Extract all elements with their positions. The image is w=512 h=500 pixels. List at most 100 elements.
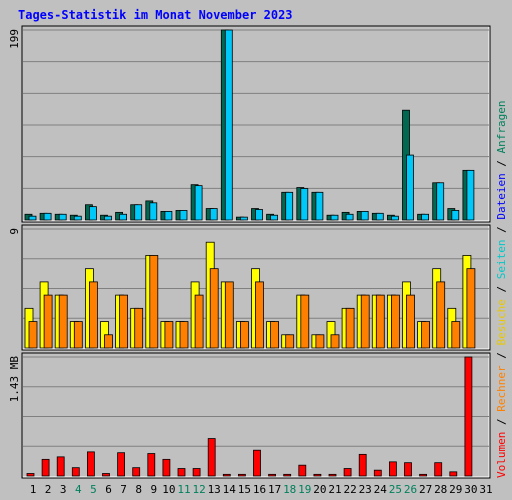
bar-volumen-day-27 [419, 473, 428, 477]
bar-dateien-day-24 [375, 212, 384, 221]
bar-dateien-day-2 [43, 212, 52, 221]
day-label-22: 22 [343, 483, 356, 496]
bar-rechner-day-30 [466, 268, 476, 349]
bar-volumen-day-20 [313, 473, 322, 477]
bar-dateien-day-27 [421, 213, 430, 221]
bar-volumen-day-22 [343, 468, 352, 477]
day-label-1: 1 [30, 483, 37, 496]
day-label-9: 9 [150, 483, 157, 496]
bar-volumen-day-23 [358, 453, 367, 477]
day-label-27: 27 [419, 483, 432, 496]
bar-rechner-day-27 [421, 321, 431, 349]
bar-volumen-day-8 [132, 467, 141, 477]
bar-dateien-day-16 [255, 209, 263, 221]
day-label-17: 17 [268, 483, 281, 496]
bar-rechner-day-19 [300, 294, 310, 349]
legend-part: / [495, 346, 508, 366]
day-label-8: 8 [135, 483, 142, 496]
bar-volumen-day-10 [162, 458, 171, 477]
panel-frame [21, 25, 491, 223]
day-label-23: 23 [359, 483, 372, 496]
bar-rechner-day-28 [436, 281, 446, 349]
panel-frame [21, 224, 491, 351]
bar-volumen-day-3 [56, 456, 65, 477]
day-label-7: 7 [120, 483, 127, 496]
legend-part: Rechner [495, 365, 508, 412]
day-label-11: 11 [177, 483, 190, 496]
legend-part: Dateien [495, 173, 508, 219]
bar-rechner-day-25 [390, 294, 400, 349]
bar-rechner-day-10 [164, 321, 174, 349]
bar-dateien-day-9 [149, 202, 158, 221]
bar-rechner-day-11 [179, 321, 189, 349]
bar-rechner-day-26 [406, 294, 415, 349]
bar-volumen-day-30 [464, 356, 473, 477]
bar-rechner-day-1 [28, 321, 38, 349]
bar-dateien-day-17 [270, 214, 279, 221]
day-label-18: 18 [283, 483, 296, 496]
bar-volumen-day-4 [71, 467, 80, 477]
day-label-14: 14 [223, 483, 237, 496]
bar-volumen-day-2 [41, 458, 50, 477]
bar-volumen-day-16 [253, 449, 261, 477]
day-label-3: 3 [60, 483, 67, 496]
day-label-2: 2 [45, 483, 52, 496]
bar-dateien-day-30 [466, 169, 475, 221]
bar-volumen-day-21 [328, 473, 337, 477]
bar-volumen-day-25 [388, 461, 397, 477]
bar-rechner-day-7 [119, 294, 128, 349]
day-label-16: 16 [253, 483, 266, 496]
bar-dateien-day-8 [134, 204, 143, 221]
day-label-4: 4 [75, 483, 82, 496]
bar-dateien-day-10 [164, 211, 173, 221]
bar-dateien-day-21 [330, 214, 339, 221]
day-label-21: 21 [328, 483, 341, 496]
panel-max-label: 9 [8, 228, 21, 235]
panel-frame [21, 352, 491, 479]
bar-volumen-day-17 [268, 473, 277, 477]
day-label-30: 30 [464, 483, 477, 496]
bar-rechner-day-12 [194, 294, 204, 349]
bar-dateien-day-6 [104, 215, 112, 221]
bar-rechner-day-29 [451, 321, 461, 349]
day-label-19: 19 [298, 483, 311, 496]
legend-part: / [495, 279, 508, 299]
bar-rechner-day-15 [239, 321, 249, 349]
bar-rechner-day-4 [73, 321, 83, 349]
bar-rechner-day-20 [315, 334, 325, 349]
bar-volumen-day-14 [222, 473, 231, 477]
chart-panels: 199 9 1.43 MB [8, 25, 491, 479]
bar-dateien-day-19 [300, 188, 309, 221]
bar-dateien-day-1 [28, 215, 37, 221]
day-label-10: 10 [162, 483, 175, 496]
day-axis-labels: 1 2 3 4 5 6 7 8 9 10 11 12 13 14 15 16 17 18 19 20 21 22 23 24 2… [30, 483, 493, 496]
bar-dateien-day-3 [58, 213, 67, 221]
bar-dateien-day-23 [360, 211, 369, 221]
bar-volumen-day-9 [147, 453, 156, 477]
day-label-15: 15 [238, 483, 251, 496]
legend-part: / [495, 153, 508, 173]
bar-dateien-day-13 [209, 208, 218, 221]
panel-requests: 199 [8, 25, 491, 223]
day-label-5: 5 [90, 483, 97, 496]
day-label-25: 25 [389, 483, 402, 496]
legend-part: Volumen [495, 432, 508, 478]
bar-dateien-day-12 [194, 185, 203, 221]
bar-rechner-day-23 [360, 294, 370, 349]
bar-rechner-day-22 [345, 307, 355, 349]
bar-dateien-day-18 [285, 191, 294, 221]
day-label-29: 29 [449, 483, 462, 496]
day-label-12: 12 [192, 483, 205, 496]
bar-dateien-day-22 [345, 213, 354, 221]
legend-part: Seiten [495, 240, 508, 280]
bar-dateien-day-4 [73, 215, 82, 221]
bar-volumen-day-26 [404, 462, 412, 477]
bar-volumen-day-28 [434, 462, 443, 477]
panel-visits: 9 [8, 224, 491, 351]
bar-volumen-day-18 [283, 473, 292, 477]
bar-dateien-day-25 [390, 215, 399, 221]
bar-rechner-day-24 [375, 294, 385, 349]
bar-volumen-day-6 [102, 473, 110, 477]
bar-volumen-day-13 [207, 438, 216, 477]
